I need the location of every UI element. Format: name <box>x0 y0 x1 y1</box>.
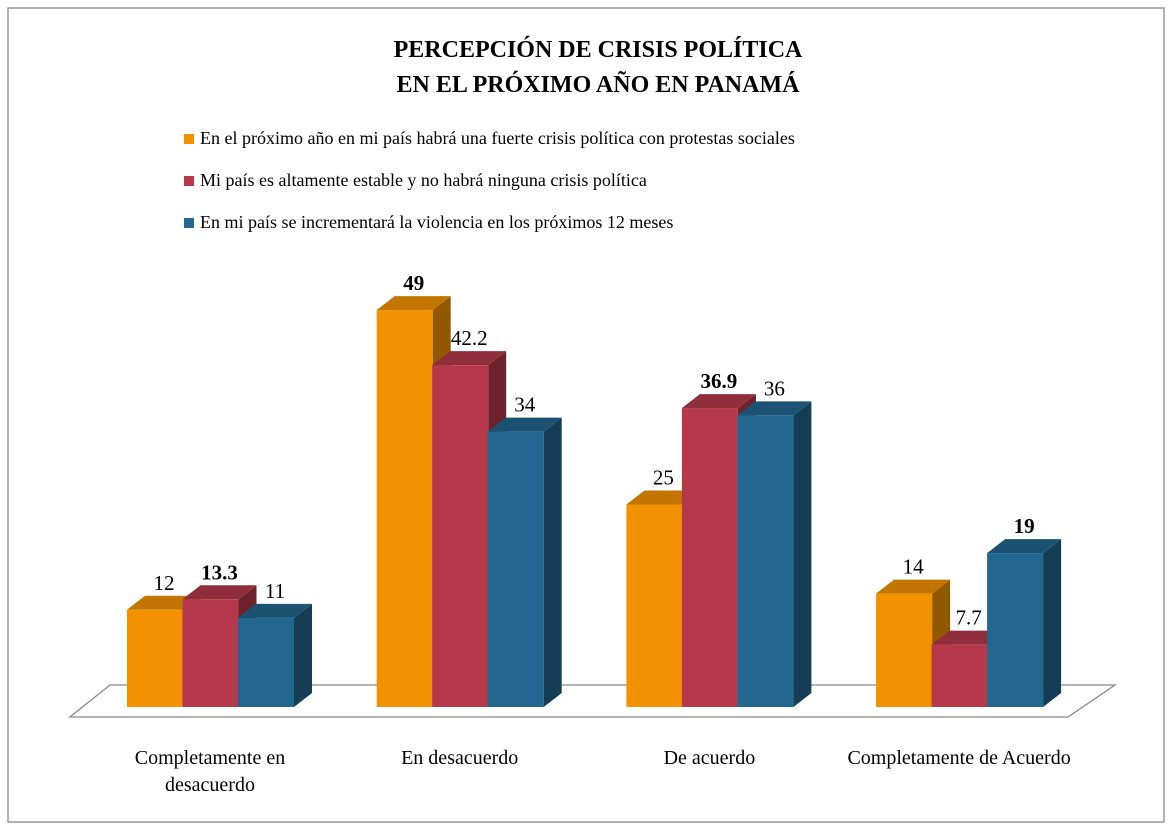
bar-top <box>376 296 451 311</box>
bar-top <box>432 351 507 366</box>
bar-side <box>1043 539 1062 707</box>
x-tick-label: De acuerdo <box>663 747 756 769</box>
legend-swatch <box>184 218 194 228</box>
bar-front <box>681 408 738 707</box>
bar <box>487 417 562 707</box>
x-tick-label: Completamente de Acuerdo <box>847 747 1071 769</box>
value-label: 11 <box>265 579 285 603</box>
bar-top <box>681 394 756 409</box>
floor <box>68 684 1118 718</box>
bar-front <box>487 431 544 707</box>
value-label: 49 <box>403 271 424 295</box>
chart-title: PERCEPCIÓN DE CRISIS POLÍTICA <box>394 36 803 63</box>
bar <box>238 603 312 707</box>
bar-side <box>793 401 812 707</box>
bar-side <box>294 603 312 707</box>
bar <box>737 401 812 707</box>
value-label: 13.3 <box>201 560 238 584</box>
value-label: 14 <box>903 555 925 579</box>
bar-top <box>737 401 812 416</box>
bar-top <box>876 579 951 594</box>
value-label: 34 <box>514 393 536 417</box>
bar-front <box>987 553 1044 707</box>
bar-front <box>626 504 683 707</box>
bar-top <box>987 539 1062 554</box>
bar-top <box>182 585 257 600</box>
legend-label: Mi país es altamente estable y no habrá … <box>200 170 647 190</box>
bar-front <box>182 599 239 707</box>
value-label: 42.2 <box>451 326 488 350</box>
value-label: 36 <box>764 376 785 400</box>
legend-swatch <box>184 176 194 186</box>
bar-front <box>876 593 933 707</box>
value-label: 12 <box>154 571 175 595</box>
legend-swatch <box>184 134 194 144</box>
bar-front <box>127 609 183 707</box>
bar-side <box>543 417 562 707</box>
bar-top <box>487 417 562 432</box>
legend-label: En el próximo año en mi país habrá una f… <box>200 128 795 148</box>
bar-front <box>737 415 794 707</box>
legend-label: En mi país se incrementará la violencia … <box>200 212 673 232</box>
x-tick-label: En desacuerdo <box>401 747 519 769</box>
x-tick-label: Completamente en desacuerdo <box>134 747 286 796</box>
bar-front <box>931 644 988 707</box>
bar <box>987 539 1062 707</box>
bar-front <box>376 310 433 707</box>
value-label: 19 <box>1014 514 1035 538</box>
value-label: 36.9 <box>701 369 738 393</box>
bar-front <box>432 365 489 707</box>
chart-title: EN EL PRÓXIMO AÑO EN PANAMÁ <box>397 71 801 98</box>
value-label: 25 <box>653 466 674 490</box>
bar-top <box>238 603 312 618</box>
bar-front <box>238 617 294 707</box>
value-label: 7.7 <box>955 606 981 630</box>
